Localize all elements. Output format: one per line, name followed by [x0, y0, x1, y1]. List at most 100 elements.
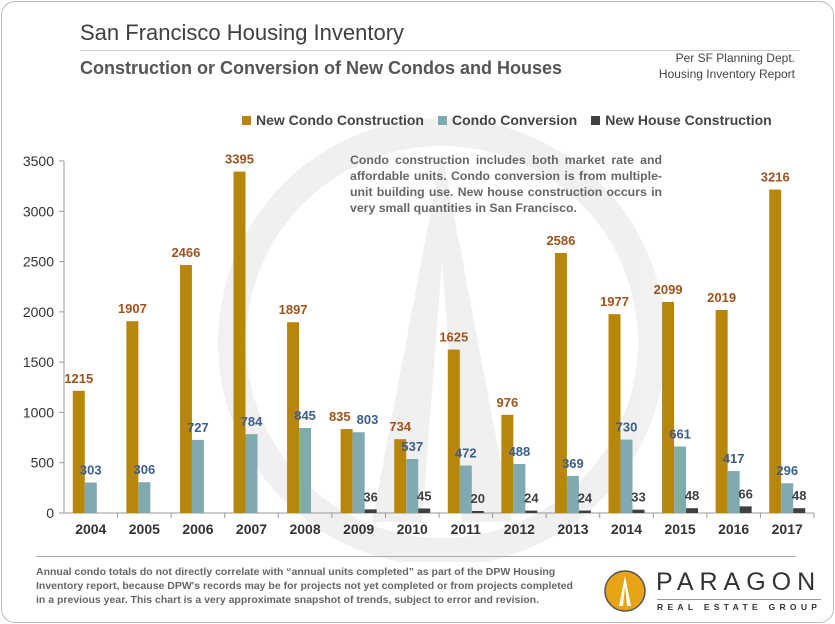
data-label: 306 [134, 462, 156, 477]
bar-0 [554, 252, 567, 513]
bar-1 [299, 428, 312, 513]
data-label: 33 [631, 490, 645, 505]
data-label: 417 [723, 451, 745, 466]
chart-subtitle: Construction or Conversion of New Condos… [80, 58, 563, 78]
paragon-logo-icon [604, 570, 646, 612]
data-label: 661 [669, 427, 691, 442]
legend-swatch [438, 116, 447, 125]
y-tick-label: 1500 [23, 354, 54, 370]
legend: New Condo Construction Condo Conversion … [242, 112, 772, 128]
data-label: 369 [562, 456, 584, 471]
bar-2 [632, 509, 645, 513]
y-tick-label: 3500 [23, 153, 54, 169]
data-label: 784 [241, 414, 263, 429]
y-tick-label: 2500 [23, 254, 54, 270]
y-tick-label: 3000 [23, 203, 54, 219]
bar-1 [406, 458, 419, 513]
x-tick-label: 2017 [772, 521, 803, 537]
bar-2 [525, 510, 538, 513]
bar-0 [608, 314, 621, 513]
data-label: 296 [776, 463, 798, 478]
bar-0 [715, 309, 728, 513]
x-tick-label: 2008 [289, 521, 320, 537]
data-label: 1977 [600, 294, 629, 309]
bar-0 [394, 439, 407, 513]
bar-0 [769, 189, 782, 513]
bar-1 [245, 434, 258, 513]
x-tick-label: 2005 [129, 521, 160, 537]
bar-0 [179, 264, 192, 513]
data-label: 734 [389, 419, 411, 434]
bar-1 [191, 439, 204, 513]
bar-1 [781, 483, 794, 513]
y-tick-label: 1000 [23, 404, 54, 420]
bar-0 [662, 301, 675, 513]
data-label: 24 [524, 491, 539, 506]
data-label: 730 [616, 420, 638, 435]
x-tick-label: 2004 [75, 521, 106, 537]
x-tick-label: 2007 [236, 521, 267, 537]
data-label: 303 [80, 463, 102, 478]
bar-1 [138, 482, 151, 513]
title-divider [80, 50, 800, 51]
data-label: 976 [497, 395, 519, 410]
data-label: 2466 [171, 245, 200, 260]
source-line-2: Housing Inventory Report [658, 67, 795, 81]
data-label: 20 [471, 491, 485, 506]
data-label: 803 [357, 412, 379, 427]
source-note: Per SF Planning Dept. Housing Inventory R… [659, 50, 795, 82]
legend-item-conversion: Condo Conversion [438, 112, 577, 128]
bar-1 [566, 475, 579, 513]
legend-label: New House Construction [605, 112, 772, 128]
bar-0 [126, 321, 139, 513]
bar-2 [686, 508, 699, 513]
x-tick-label: 2014 [611, 521, 642, 537]
bar-1 [727, 471, 740, 513]
bar-0 [233, 171, 246, 513]
data-label: 24 [578, 491, 593, 506]
data-label: 3395 [225, 152, 254, 167]
bar-1 [513, 463, 526, 513]
data-label: 3216 [761, 170, 790, 185]
x-tick-label: 2016 [718, 521, 749, 537]
bar-0 [501, 414, 514, 513]
footer-divider [36, 556, 796, 557]
legend-swatch [242, 116, 251, 125]
bar-0 [72, 390, 85, 513]
data-label: 2586 [546, 233, 575, 248]
bar-2 [418, 508, 431, 513]
data-label: 45 [417, 488, 431, 503]
data-label: 1625 [439, 330, 468, 345]
bar-chart: 0 500 1000 1500 2000 2500 3000 3500 2004 2005 2006… [23, 118, 815, 562]
bar-0 [287, 322, 300, 513]
logo-tagline: REAL ESTATE GROUP [657, 599, 822, 612]
y-tick-label: 500 [31, 455, 55, 471]
x-tick-label: 2009 [343, 521, 374, 537]
watermark-logo [218, 118, 666, 562]
footnote: Annual condo totals do not directly corr… [36, 566, 573, 606]
legend-label: New Condo Construction [256, 112, 424, 128]
source-line-1: Per SF Planning Dept. [675, 51, 795, 65]
legend-swatch [591, 116, 601, 125]
legend-label: Condo Conversion [452, 112, 578, 128]
bar-1 [674, 446, 687, 513]
data-label: 1907 [118, 301, 147, 316]
bar-0 [447, 349, 460, 513]
data-label: 2099 [654, 282, 683, 297]
data-label: 727 [187, 420, 209, 435]
bar-1 [620, 439, 633, 513]
data-label: 537 [401, 439, 423, 454]
bar-1 [84, 482, 97, 513]
data-label: 66 [738, 486, 752, 501]
data-label: 36 [363, 489, 377, 504]
y-tick-label: 0 [46, 505, 54, 521]
bar-1 [459, 465, 472, 513]
x-tick-label: 2013 [557, 521, 588, 537]
data-label: 1215 [64, 371, 93, 386]
bar-1 [352, 432, 365, 513]
bar-0 [340, 429, 353, 513]
bar-2 [471, 510, 484, 513]
bar-2 [364, 509, 377, 513]
